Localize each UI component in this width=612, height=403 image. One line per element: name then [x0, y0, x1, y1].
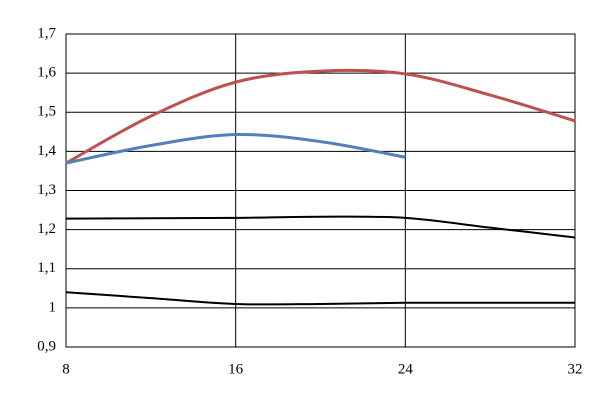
y-tick-label: 1,5 — [37, 104, 56, 120]
x-tick-label: 16 — [228, 361, 244, 377]
series-line — [65, 68, 576, 165]
y-tick-label: 1,7 — [37, 25, 56, 41]
plot-frame — [65, 33, 576, 348]
y-tick-label: 0,9 — [37, 338, 56, 354]
series-line — [65, 291, 575, 306]
y-tick-label: 1,2 — [37, 221, 56, 237]
x-tick-label: 24 — [398, 361, 414, 377]
x-tick-label: 8 — [62, 361, 70, 377]
y-tick-label: 1 — [49, 299, 57, 315]
y-tick-label: 1,6 — [37, 65, 56, 81]
y-tick-label: 1,1 — [37, 260, 56, 276]
y-tick-label: 1,4 — [37, 143, 56, 159]
series-line — [65, 132, 406, 165]
y-tick-label: 1,3 — [37, 182, 56, 198]
series-line — [65, 215, 576, 239]
x-tick-label: 32 — [568, 361, 583, 377]
